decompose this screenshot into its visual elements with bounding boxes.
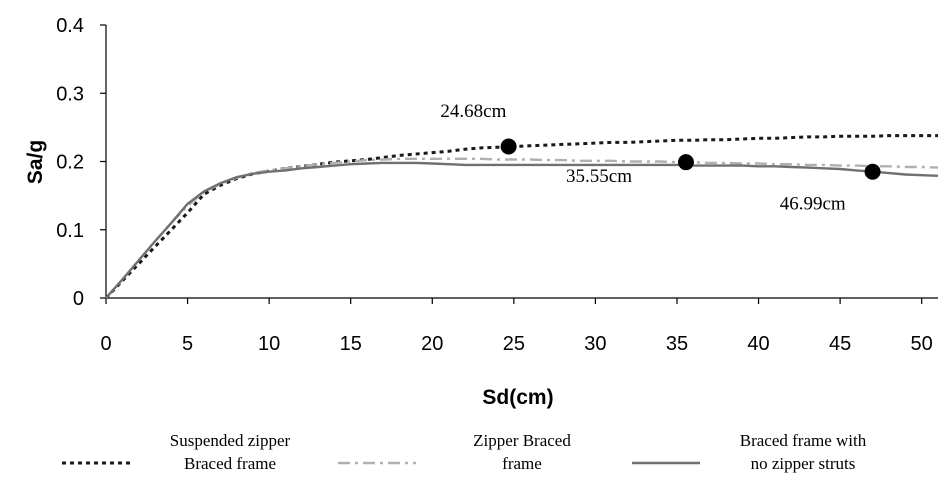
displacement-annotation: 46.99cm bbox=[780, 193, 846, 214]
legend: Suspended zipper Braced frame Zipper Brace… bbox=[62, 431, 867, 473]
marker-layer bbox=[500, 138, 881, 180]
series-line-2 bbox=[105, 157, 939, 299]
y-tick-label: 0.3 bbox=[56, 83, 84, 105]
x-tick-label: 5 bbox=[182, 333, 193, 355]
series-layer bbox=[104, 134, 939, 300]
x-axis-ticks: 0 5 10 15 20 25 30 35 40 45 50 bbox=[100, 298, 933, 355]
x-tick-label: 50 bbox=[911, 333, 933, 355]
x-tick-label: 0 bbox=[100, 333, 111, 355]
x-tick-label: 25 bbox=[503, 333, 525, 355]
x-tick-label: 20 bbox=[421, 333, 443, 355]
legend-label: Braced frame bbox=[184, 454, 276, 473]
x-tick-label: 30 bbox=[584, 333, 606, 355]
x-tick-label: 45 bbox=[829, 333, 851, 355]
legend-label: Zipper Braced bbox=[473, 431, 571, 450]
y-tick-label: 0 bbox=[73, 288, 84, 310]
displacement-annotation: 24.68cm bbox=[440, 101, 506, 122]
y-tick-label: 0.4 bbox=[56, 15, 84, 37]
legend-label: frame bbox=[502, 454, 542, 473]
y-tick-label: 0.1 bbox=[56, 220, 84, 242]
performance-point-marker bbox=[500, 138, 517, 155]
y-axis-title: Sa/g bbox=[24, 140, 47, 184]
performance-point-marker bbox=[677, 154, 694, 171]
legend-label: no zipper struts bbox=[751, 454, 856, 473]
annotation-layer: 24.68cm 35.55cm 46.99cm bbox=[440, 101, 846, 214]
y-axis-ticks: 0 0.1 0.2 0.3 0.4 bbox=[56, 15, 106, 310]
legend-label: Suspended zipper bbox=[170, 431, 291, 450]
displacement-annotation: 35.55cm bbox=[566, 166, 632, 187]
series-line-3 bbox=[105, 161, 939, 299]
performance-point-marker bbox=[864, 163, 881, 180]
x-tick-label: 10 bbox=[258, 333, 280, 355]
x-axis-title: Sd(cm) bbox=[482, 386, 553, 409]
legend-label: Braced frame with bbox=[740, 431, 867, 450]
x-tick-label: 40 bbox=[747, 333, 769, 355]
y-tick-label: 0.2 bbox=[56, 152, 84, 174]
x-tick-label: 35 bbox=[666, 333, 688, 355]
x-tick-label: 15 bbox=[340, 333, 362, 355]
